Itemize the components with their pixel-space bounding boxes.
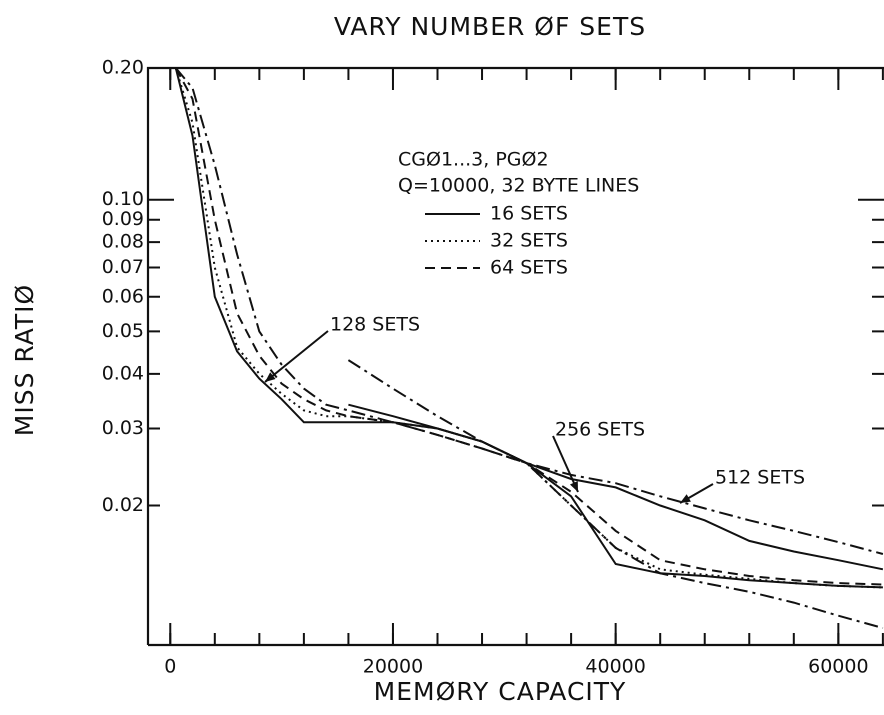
series-line <box>347 359 884 555</box>
y-tick-label: 0.06 <box>102 285 144 307</box>
legend-title: Q=10000, 32 BYTE LINES <box>398 175 639 197</box>
series-line <box>174 67 883 586</box>
x-tick-label: 40000 <box>585 656 645 678</box>
y-axis-label: MISS RATIØ <box>10 284 39 436</box>
arrow-head <box>569 481 578 492</box>
series-line <box>174 67 883 589</box>
series-line <box>174 67 883 589</box>
annotation-arrow <box>264 330 329 383</box>
x-axis-label: MEMØRY CAPACITY <box>374 677 627 706</box>
x-tick-label: 0 <box>164 656 176 678</box>
y-tick-label: 0.03 <box>102 417 144 439</box>
y-tick-label: 0.04 <box>102 362 144 384</box>
series-annotation: 256 SETS <box>555 419 645 441</box>
arrow-head <box>680 494 691 503</box>
y-tick-label: 0.05 <box>102 320 144 342</box>
y-tick-label: 0.20 <box>102 57 144 79</box>
y-tick-label: 0.10 <box>102 188 144 210</box>
x-tick-label: 60000 <box>808 656 868 678</box>
chart-title: VARY NUMBER ØF SETS <box>334 12 646 41</box>
legend-label: 32 SETS <box>490 230 568 252</box>
series-annotation: 128 SETS <box>330 314 420 336</box>
series-line <box>348 403 884 571</box>
arrow-head <box>265 372 276 382</box>
series-annotation: 512 SETS <box>715 467 805 489</box>
x-tick-label: 20000 <box>363 656 423 678</box>
y-tick-label: 0.09 <box>102 208 144 230</box>
annotation-arrow <box>552 435 579 493</box>
y-tick-label: 0.02 <box>102 494 144 516</box>
legend-label: 64 SETS <box>490 257 568 279</box>
series-line <box>175 67 884 629</box>
legend-label: 16 SETS <box>490 203 568 225</box>
y-tick-label: 0.07 <box>102 256 144 278</box>
y-tick-label: 0.08 <box>102 231 144 253</box>
legend-title: CGØ1...3, PGØ2 <box>398 149 549 171</box>
